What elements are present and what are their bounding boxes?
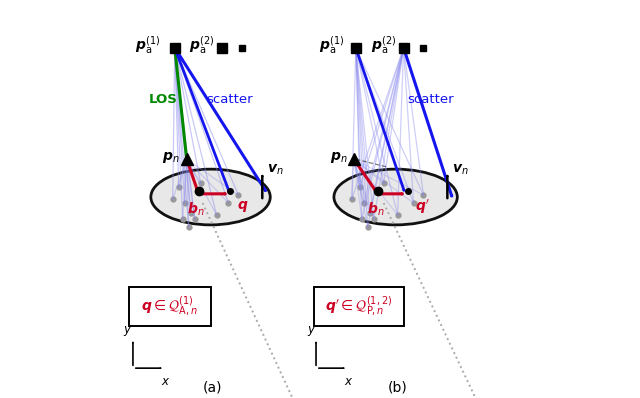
Text: $\boldsymbol{q}'$: $\boldsymbol{q}'$: [415, 198, 429, 216]
Text: $\boldsymbol{p}_{\mathrm{a}}^{(1)}$: $\boldsymbol{p}_{\mathrm{a}}^{(1)}$: [135, 33, 160, 56]
Text: scatter: scatter: [207, 94, 253, 107]
Text: $y$: $y$: [307, 324, 316, 338]
Text: $\boldsymbol{p}_{n}$: $\boldsymbol{p}_{n}$: [330, 150, 348, 165]
Text: LOS: LOS: [149, 94, 178, 107]
Text: (b): (b): [388, 380, 408, 394]
Text: $\boldsymbol{p}_{\mathrm{a}}^{(1)}$: $\boldsymbol{p}_{\mathrm{a}}^{(1)}$: [319, 33, 344, 56]
Text: $\boldsymbol{p}_{n}$: $\boldsymbol{p}_{n}$: [162, 150, 180, 165]
FancyBboxPatch shape: [314, 287, 404, 326]
Text: $\boldsymbol{b}_{n}$: $\boldsymbol{b}_{n}$: [187, 200, 204, 218]
Text: $\boldsymbol{b}_{n}$: $\boldsymbol{b}_{n}$: [367, 200, 385, 218]
Ellipse shape: [151, 169, 270, 225]
FancyBboxPatch shape: [129, 287, 211, 326]
Text: (a): (a): [203, 380, 222, 394]
Text: $x$: $x$: [344, 375, 353, 388]
Text: $\boldsymbol{q}$: $\boldsymbol{q}$: [237, 199, 248, 215]
Text: $y$: $y$: [124, 324, 133, 338]
Ellipse shape: [334, 169, 458, 225]
Text: scatter: scatter: [408, 94, 454, 107]
Text: $\boldsymbol{v}_{n}$: $\boldsymbol{v}_{n}$: [267, 163, 284, 177]
Text: $\boldsymbol{q} \in \mathcal{Q}_{{\rm A},n}^{(1)}$: $\boldsymbol{q} \in \mathcal{Q}_{{\rm A}…: [141, 295, 198, 318]
Text: $x$: $x$: [161, 375, 170, 388]
Text: $\boldsymbol{p}_{\mathrm{a}}^{(2)}$: $\boldsymbol{p}_{\mathrm{a}}^{(2)}$: [189, 33, 214, 56]
Text: $\boldsymbol{q}' \in \mathcal{Q}_{{\rm P},n}^{(1,2)}$: $\boldsymbol{q}' \in \mathcal{Q}_{{\rm P…: [325, 295, 392, 318]
Text: $\boldsymbol{p}_{\mathrm{a}}^{(2)}$: $\boldsymbol{p}_{\mathrm{a}}^{(2)}$: [371, 33, 396, 56]
Text: $\boldsymbol{v}_{n}$: $\boldsymbol{v}_{n}$: [452, 163, 468, 177]
